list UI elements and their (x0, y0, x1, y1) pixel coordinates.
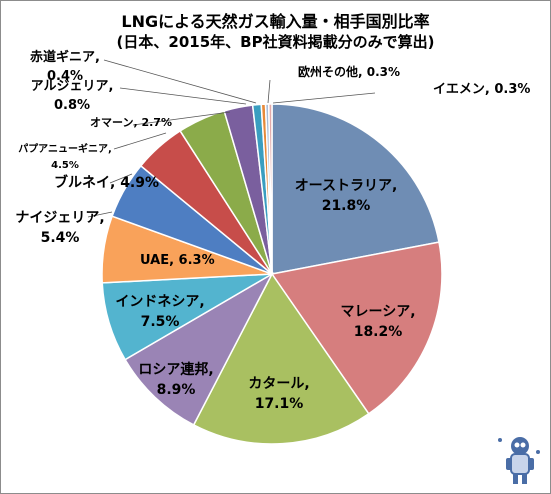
pie-slice (271, 103, 440, 275)
slice-label: 欧州その他, 0.3% (298, 64, 400, 79)
leader-line (109, 173, 133, 184)
slice-label: UAE, 6.3% (140, 253, 215, 268)
slice-label: アルジェリア, 0.8% (31, 79, 114, 113)
slice-label: 赤道ギニア, 0.4% (30, 49, 100, 84)
slice-label: マレーシア, 18.2% (340, 304, 415, 340)
slice-label: イエメン, 0.3% (433, 82, 530, 97)
pie-slice (268, 103, 273, 275)
chart-subtitle: (日本、2015年、BP社資料掲載分のみで算出) (116, 33, 435, 51)
slice-label: ロシア連邦, 8.9% (138, 361, 213, 398)
slice-label: パプアニューギニア, 4.5% (18, 142, 112, 171)
slice-label: ナイジェリア, 5.4% (15, 210, 104, 246)
chart-title: LNGによる天然ガス輸入量・相手国別比率 (121, 12, 430, 31)
pie-slice (124, 272, 274, 426)
leader-line (87, 211, 113, 218)
slice-label: カタール, 17.1% (248, 376, 309, 412)
leader-line (103, 59, 257, 104)
pie-slice (192, 272, 370, 445)
leader-line (119, 87, 247, 105)
slice-label: インドネシア, 7.5% (115, 294, 204, 330)
leader-line (272, 92, 376, 104)
leader-line (113, 132, 167, 150)
pie-slice (270, 241, 443, 415)
slice-label: オマーン, 2.7% (90, 116, 172, 129)
leader-line (132, 111, 231, 126)
leader-line (267, 79, 271, 104)
slice-label: オーストラリア, 21.8% (295, 178, 398, 214)
slice-label: ブルネイ, 4.9% (54, 174, 159, 191)
mascot-logo-icon (498, 437, 540, 484)
